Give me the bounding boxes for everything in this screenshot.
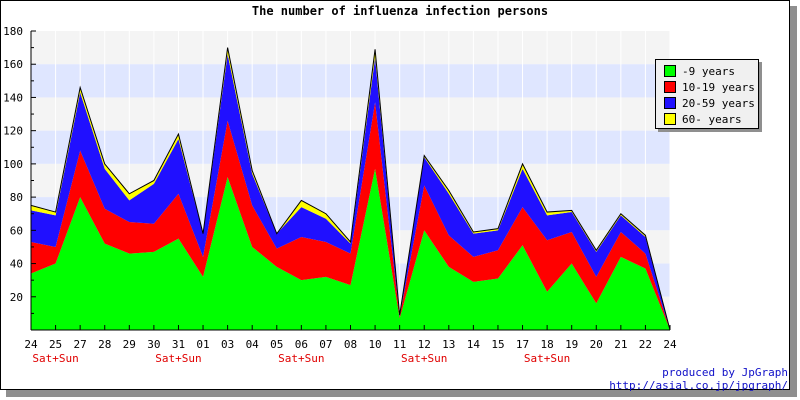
legend-swatch-60-plus <box>664 113 676 125</box>
area-series-0 <box>31 168 670 330</box>
x-tick-label: 28 <box>98 338 111 351</box>
legend-label-20-59: 20-59 years <box>682 96 755 110</box>
x-tick-label: 12 <box>418 338 431 351</box>
weekend-label: Sat+Sun <box>32 352 78 365</box>
legend-swatch-20-59 <box>664 97 676 109</box>
legend-swatch-10-19 <box>664 81 676 93</box>
x-tick-label: 07 <box>319 338 332 351</box>
x-tick-label: 24 <box>24 338 38 351</box>
frame-shadow-bottom <box>6 390 797 397</box>
weekend-label: Sat+Sun <box>155 352 201 365</box>
x-tick-label: 01 <box>196 338 209 351</box>
x-tick-label: 31 <box>172 338 185 351</box>
credit: produced by JpGraph http://asial.co.jp/j… <box>609 366 788 392</box>
weekend-label: Sat+Sun <box>278 352 324 365</box>
x-tick-label: 18 <box>540 338 553 351</box>
x-tick-label: 17 <box>516 338 529 351</box>
x-tick-label: 03 <box>221 338 234 351</box>
y-tick-label: 20 <box>10 291 23 304</box>
frame-shadow-right <box>790 6 797 397</box>
x-tick-label: 25 <box>49 338 62 351</box>
x-tick-label: 20 <box>590 338 603 351</box>
x-tick-label: 04 <box>246 338 260 351</box>
area-series-1 <box>31 102 670 330</box>
weekend-label: Sat+Sun <box>401 352 447 365</box>
weekend-label: Sat+Sun <box>524 352 570 365</box>
y-tick-label: 140 <box>3 91 23 104</box>
x-tick-label: 10 <box>368 338 381 351</box>
x-tick-label: 27 <box>74 338 87 351</box>
x-tick-label: 30 <box>147 338 160 351</box>
x-tick-label: 06 <box>295 338 308 351</box>
x-tick-label: 24 <box>663 338 677 351</box>
area-top-outline <box>30 47 671 331</box>
area-series-2 <box>31 54 670 330</box>
y-tick-label: 40 <box>10 258 23 271</box>
legend: -9 years 10-19 years 20-59 years 60- yea… <box>655 59 759 129</box>
legend-item-60-plus: 60- years <box>664 111 758 127</box>
legend-label-10-19: 10-19 years <box>682 80 755 94</box>
y-tick-label: 160 <box>3 58 23 71</box>
x-tick-label: 21 <box>614 338 627 351</box>
legend-item-10-19: 10-19 years <box>664 79 758 95</box>
y-tick-label: 100 <box>3 158 23 171</box>
y-tick-label: 120 <box>3 125 23 138</box>
x-tick-label: 19 <box>565 338 578 351</box>
legend-label-0-9: -9 years <box>682 64 735 78</box>
x-tick-label: 13 <box>442 338 455 351</box>
x-tick-label: 15 <box>491 338 504 351</box>
y-tick-label: 60 <box>10 224 23 237</box>
x-tick-label: 22 <box>639 338 652 351</box>
legend-item-20-59: 20-59 years <box>664 95 758 111</box>
x-tick-label: 14 <box>467 338 481 351</box>
x-tick-label: 08 <box>344 338 357 351</box>
credit-line-2: http://asial.co.jp/jpgraph/ <box>609 379 788 392</box>
x-tick-label: 29 <box>123 338 136 351</box>
x-tick-label: 05 <box>270 338 283 351</box>
legend-swatch-0-9 <box>664 65 676 77</box>
chart-title: The number of influenza infection person… <box>251 4 549 18</box>
legend-label-60-plus: 60- years <box>682 112 742 126</box>
y-tick-label: 180 <box>3 25 23 38</box>
credit-line-1: produced by JpGraph <box>662 366 788 379</box>
legend-item-0-9: -9 years <box>664 63 758 79</box>
x-tick-label: 11 <box>393 338 406 351</box>
y-tick-label: 80 <box>10 191 23 204</box>
